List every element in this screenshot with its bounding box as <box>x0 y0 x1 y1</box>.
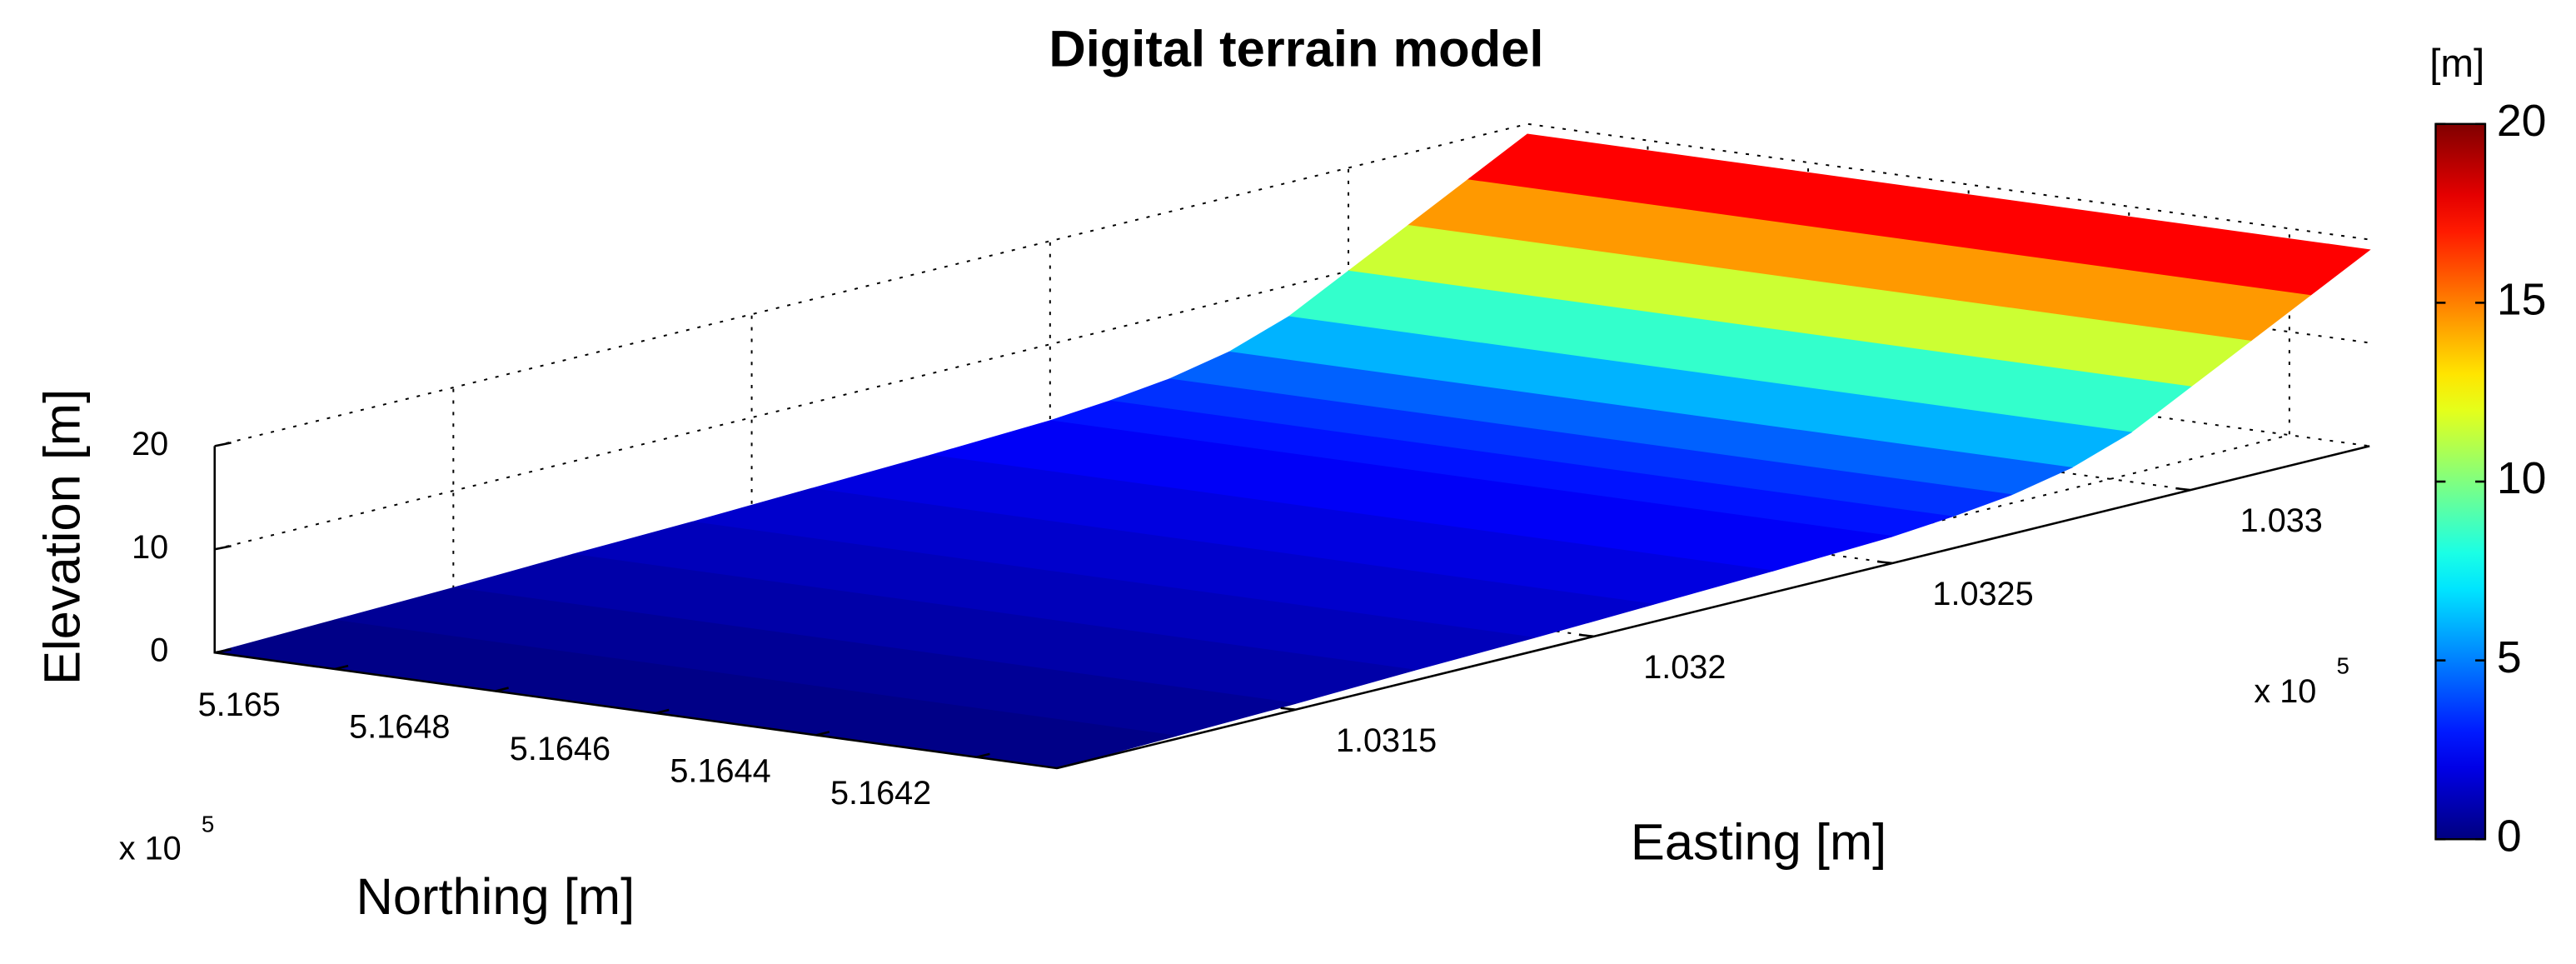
y-tick <box>1578 633 1594 638</box>
z-tick <box>214 545 232 551</box>
x-tick-label: 5.1646 <box>510 731 610 767</box>
x-tick-label: 5.1644 <box>670 752 770 789</box>
x-tick <box>815 731 830 737</box>
colorbar-tick-label: 0 <box>2497 812 2522 861</box>
z-tick <box>214 647 232 654</box>
y-tick <box>1280 707 1296 711</box>
z-tick-label: 20 <box>132 426 168 462</box>
colorbar-tick-label: 15 <box>2497 276 2547 325</box>
y-tick-label: 1.032 <box>1643 649 1726 686</box>
x-tick-label: 5.165 <box>198 687 281 723</box>
x-tick-label: 5.1648 <box>349 709 450 746</box>
colorbar-tick-label: 20 <box>2497 97 2547 146</box>
y-tick-label: 1.0315 <box>1336 722 1437 759</box>
z-tick-label: 0 <box>150 632 168 669</box>
x-tick <box>495 687 509 692</box>
colorbar-tick-label: 10 <box>2497 454 2547 503</box>
surface <box>214 133 2371 769</box>
x-exponent-base: x 10 <box>119 831 182 867</box>
y-exponent-power: 5 <box>2337 652 2349 678</box>
x-tick <box>976 752 990 759</box>
z-tick <box>214 442 232 447</box>
y-tick-label: 1.033 <box>2240 502 2323 539</box>
y-tick <box>2175 487 2191 492</box>
x-tick-label: 5.1642 <box>830 775 931 812</box>
y-exponent-base: x 10 <box>2254 673 2316 710</box>
axes: 0 10 20 5.1642 5.1644 5.1646 5.1648 5.165 1.0315… <box>132 426 2370 812</box>
colorbar-tick-label: 5 <box>2497 633 2522 682</box>
x-tick <box>334 664 349 671</box>
y-tick-label: 1.0325 <box>1932 576 2033 612</box>
z-tick-label: 10 <box>132 529 168 566</box>
x-tick <box>655 708 670 715</box>
x-axis-label: Northing [m] <box>356 868 635 926</box>
chart-title: Digital terrain model <box>1049 21 1543 78</box>
y-tick <box>1876 560 1893 565</box>
y-axis-label: Easting [m] <box>1631 813 1886 871</box>
colorbar-label: [m] <box>2429 42 2484 86</box>
z-axis-label: Elevation [m] <box>34 389 92 685</box>
x-exponent-power: 5 <box>202 812 214 837</box>
